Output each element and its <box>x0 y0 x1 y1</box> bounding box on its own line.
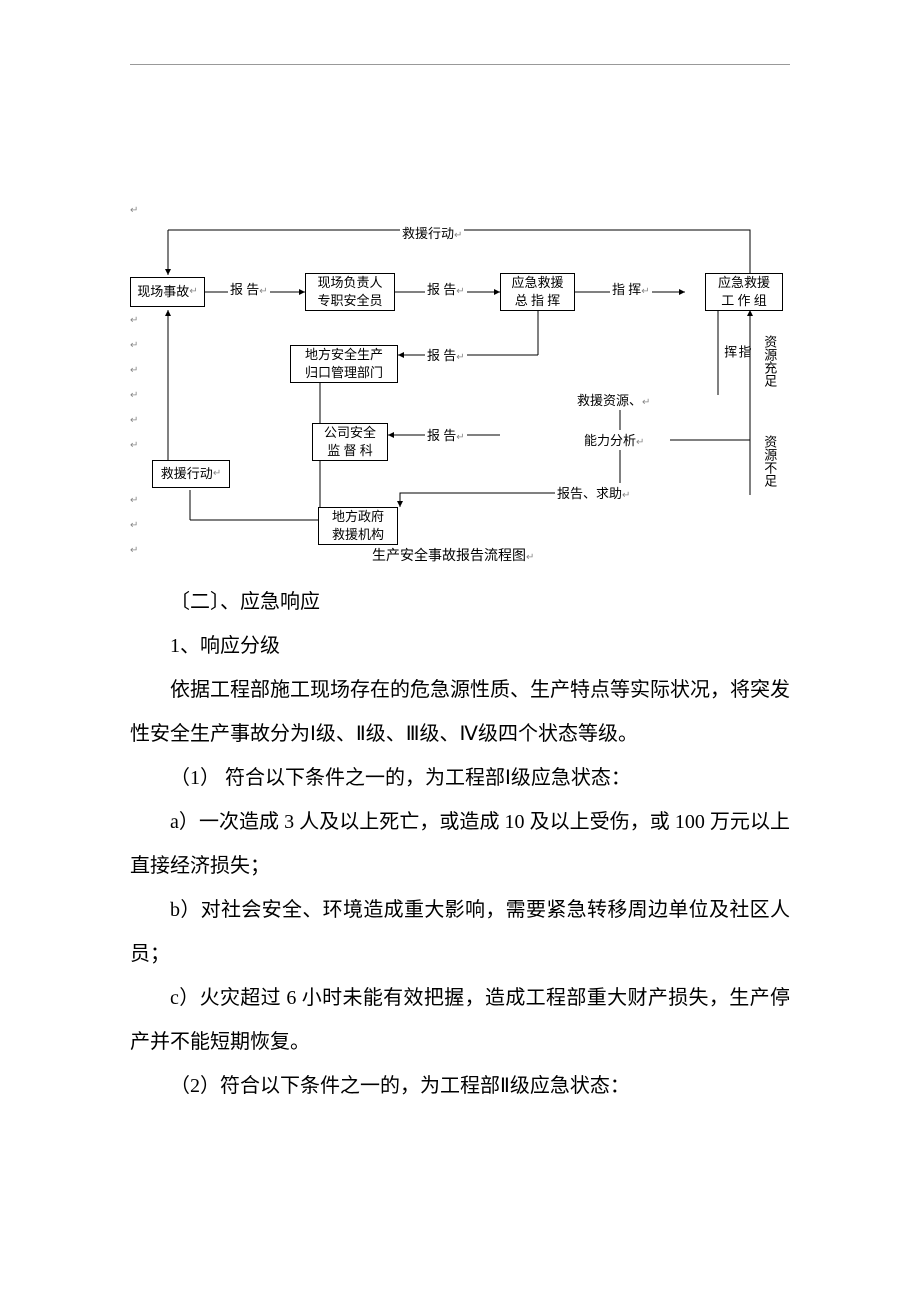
label-report4: 报 告↵ <box>425 425 467 444</box>
heading-2: 〔二〕、应急响应 <box>130 580 790 624</box>
node-text: 地方安全生产 归口管理部门 <box>305 346 383 381</box>
para-2: 依据工程部施工现场存在的危急源性质、生产特点等实际状况，将突发性安全生产事故分为… <box>130 668 790 756</box>
label-resource: 救援资源、↵ <box>575 390 652 409</box>
node-text: 应急救援 工 作 组 <box>718 274 770 309</box>
node-text: 地方政府 救援机构 <box>332 508 384 543</box>
body-text: 〔二〕、应急响应 1、响应分级 依据工程部施工现场存在的危急源性质、生产特点等实… <box>130 580 790 1108</box>
label-res-short: 资源不足 <box>762 435 776 487</box>
label-report2: 报 告↵ <box>425 279 467 298</box>
label-report-help: 报告、求助↵ <box>555 483 632 502</box>
para-6: c）火灾超过 6 小时未能有效把握，造成工程部重大财产损失，生产停产并不能短期恢… <box>130 976 790 1064</box>
label-capability: 能力分析↵ <box>582 430 646 449</box>
node-person: 现场负责人 专职安全员 <box>305 273 395 311</box>
return-mark: ↵ <box>130 340 138 351</box>
return-mark: ↵ <box>130 495 138 506</box>
label-command1: 指 挥↵ <box>610 279 652 298</box>
return-mark: ↵ <box>130 390 138 401</box>
return-mark: ↵ <box>130 440 138 451</box>
return-mark: ↵ <box>130 205 138 216</box>
para-1: 1、响应分级 <box>130 624 790 668</box>
return-mark: ↵ <box>130 365 138 376</box>
label-report1: 报 告↵ <box>228 279 270 298</box>
node-rescue-action: 救援行动↵ <box>152 460 230 488</box>
node-accident: 现场事故↵ <box>130 277 205 307</box>
para-7: （2）符合以下条件之一的，为工程部Ⅱ级应急状态： <box>130 1064 790 1108</box>
node-local-safety: 地方安全生产 归口管理部门 <box>290 345 398 383</box>
label-res-enough: 资源充足 <box>762 335 776 387</box>
node-text: 救援行动 <box>161 465 213 483</box>
label-report3: 报 告↵ <box>425 345 467 364</box>
flowchart-lines <box>130 195 790 565</box>
node-text: 现场负责人 专职安全员 <box>317 274 382 309</box>
node-workgroup: 应急救援 工 作 组 <box>705 273 783 311</box>
node-text: 公司安全 监 督 科 <box>324 424 376 459</box>
label-command2: 指 挥 <box>722 345 765 358</box>
para-4: a）一次造成 3 人及以上死亡，或造成 10 及以上受伤，或 100 万元以上直… <box>130 800 790 888</box>
para-3: （1） 符合以下条件之一的，为工程部Ⅰ级应急状态： <box>130 756 790 800</box>
flowchart: 现场事故↵ 现场负责人 专职安全员 应急救援 总 指 挥 应急救援 工 作 组 … <box>130 195 790 565</box>
node-local-gov: 地方政府 救援机构 <box>318 507 398 545</box>
diagram-title: 生产安全事故报告流程图↵ <box>370 545 536 565</box>
node-text: 现场事故 <box>137 283 189 301</box>
return-mark: ↵ <box>130 520 138 531</box>
label-rescue-top: 救援行动↵ <box>400 223 464 242</box>
node-commander: 应急救援 总 指 挥 <box>500 273 575 311</box>
node-company-safety: 公司安全 监 督 科 <box>312 423 388 461</box>
return-mark: ↵ <box>130 545 138 556</box>
node-text: 应急救援 总 指 挥 <box>511 274 563 309</box>
return-mark: ↵ <box>130 415 138 426</box>
para-5: b）对社会安全、环境造成重大影响，需要紧急转移周边单位及社区人员； <box>130 888 790 976</box>
header-rule <box>130 64 790 65</box>
return-mark: ↵ <box>130 315 138 326</box>
